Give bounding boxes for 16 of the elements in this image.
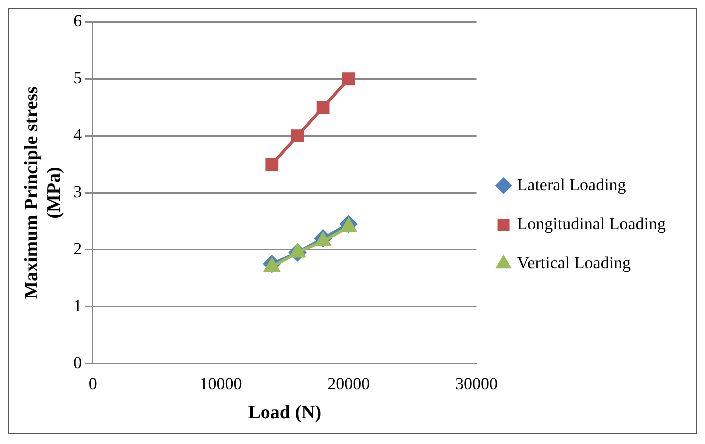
x-tick-label: 10000 — [200, 374, 242, 394]
legend-label: Longitudinal Loading — [517, 214, 666, 234]
y-tick-label: 0 — [74, 353, 82, 372]
y-tick-label: 1 — [74, 296, 82, 316]
y-tick-label: 3 — [74, 182, 82, 202]
y-tick-label: 5 — [74, 68, 82, 88]
legend-label: Lateral Loading — [517, 175, 627, 194]
y-tick-label: 2 — [74, 239, 82, 258]
x-tick-label: 20000 — [328, 374, 370, 394]
x-axis-title: Load (N) — [248, 402, 322, 424]
legend-label: Vertical Loading — [517, 253, 632, 272]
y-tick-label: 4 — [74, 126, 83, 145]
y-tick-label: 6 — [74, 12, 82, 31]
x-tick-label: 0 — [88, 374, 98, 394]
y-axis-title: Maximum Principle stress (MPa) — [21, 86, 66, 300]
x-tick-label: 30000 — [456, 374, 498, 394]
